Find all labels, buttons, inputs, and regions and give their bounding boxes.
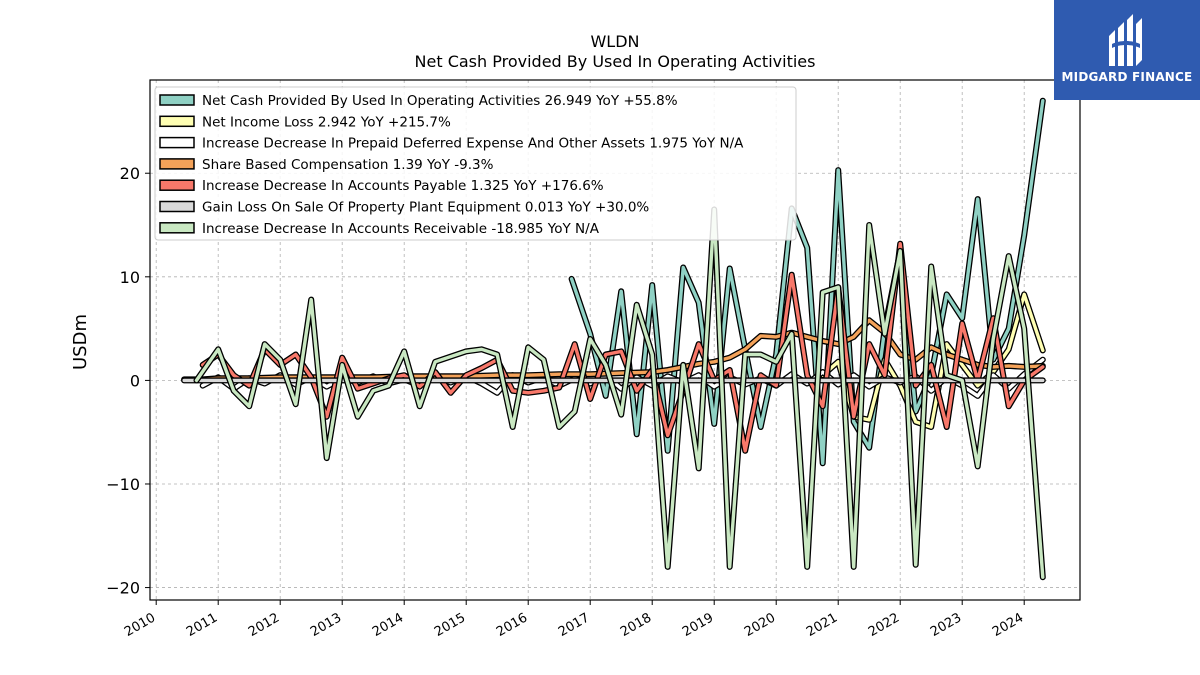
x-tick-label: 2016: [494, 610, 530, 640]
x-tick-label: 2011: [184, 610, 220, 640]
legend-label: Increase Decrease In Prepaid Deferred Ex…: [202, 136, 744, 152]
legend-box: [154, 86, 797, 241]
x-tick-label: 2012: [246, 610, 282, 640]
x-tick-label: 2021: [804, 610, 840, 640]
legend-label: Increase Decrease In Accounts Payable 1.…: [202, 178, 604, 194]
y-tick-label: 0: [130, 371, 140, 390]
y-tick-label: −20: [106, 579, 140, 598]
x-tick-label: 2015: [432, 610, 468, 640]
legend-swatch: [159, 115, 195, 128]
x-tick-label: 2014: [370, 610, 406, 640]
series-line: [200, 241, 1045, 453]
legend-label: Net Income Loss 2.942 YoY +215.7%: [202, 114, 451, 130]
x-tick-label: 2018: [618, 610, 654, 640]
logo-mark-icon: [1109, 14, 1142, 66]
legend-label: Net Cash Provided By Used In Operating A…: [202, 93, 678, 109]
legend-swatch: [159, 200, 195, 213]
series-line: [569, 98, 1045, 465]
x-tick-label: 2023: [928, 610, 964, 640]
x-tick-label: 2019: [680, 610, 716, 640]
legend-swatch: [159, 136, 195, 149]
x-tick-label: 2024: [990, 610, 1026, 640]
x-tick-label: 2022: [866, 610, 902, 640]
legend-label: Share Based Compensation 1.39 YoY -9.3%: [202, 157, 494, 173]
x-tick-label: 2013: [308, 610, 344, 640]
legend-swatch: [159, 158, 195, 170]
legend-swatch: [159, 179, 195, 191]
chart-title: WLDN: [590, 32, 639, 51]
brand-logo: MIDGARD FINANCE: [1054, 0, 1200, 100]
x-tick-label: 2020: [742, 610, 778, 640]
legend: Net Cash Provided By Used In Operating A…: [154, 86, 797, 241]
x-tick-label: 2010: [122, 610, 158, 640]
legend-label: Gain Loss On Sale Of Property Plant Equi…: [202, 200, 649, 216]
legend-swatch: [159, 222, 195, 234]
y-tick-label: 10: [120, 268, 140, 287]
plot-frame: [149, 79, 1081, 601]
y-axis-label: USDm: [70, 314, 91, 370]
legend-swatch: [159, 94, 195, 106]
y-tick-label: 20: [120, 164, 140, 183]
x-tick-label: 2017: [556, 610, 592, 640]
legend-label: Increase Decrease In Accounts Receivable…: [202, 221, 600, 237]
chart-subtitle: Net Cash Provided By Used In Operating A…: [415, 52, 816, 71]
logo-text: MIDGARD FINANCE: [1061, 70, 1193, 84]
series-line: [194, 207, 1045, 579]
y-tick-label: −10: [106, 475, 140, 494]
series-layer: [181, 97, 1046, 581]
